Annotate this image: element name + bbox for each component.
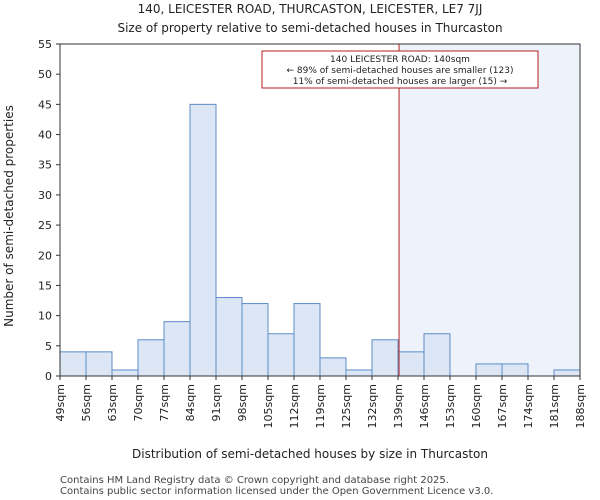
bar-91sqm (215, 297, 243, 377)
y-axis-label: Number of semi-detached properties (2, 105, 16, 327)
x-tick-label: 98sqm (236, 384, 249, 421)
chart-title: 140, LEICESTER ROAD, THURCASTON, LEICEST… (138, 2, 483, 16)
x-tick-label: 132sqm (366, 384, 379, 428)
x-tick-label: 160sqm (470, 384, 483, 428)
annotation-line-1: 140 LEICESTER ROAD: 140sqm (330, 55, 470, 65)
x-tick-label: 56sqm (80, 384, 93, 421)
footer-line-2: Contains public sector information licen… (60, 486, 493, 497)
x-tick-label: 125sqm (340, 384, 353, 428)
highlight-rect (399, 44, 580, 376)
y-tick-label: 5 (45, 340, 52, 353)
y-tick-label: 25 (38, 219, 52, 232)
larger-region-highlight (399, 44, 580, 376)
x-tick-label: 77sqm (158, 384, 171, 421)
bar-160sqm (475, 363, 503, 377)
x-tick-label: 139sqm (392, 384, 405, 428)
x-tick-label: 70sqm (132, 384, 145, 421)
x-tick-label: 63sqm (106, 384, 119, 421)
bar-119sqm (319, 357, 347, 377)
bar-112sqm (293, 303, 321, 377)
bar-84sqm (189, 103, 217, 377)
bar-146sqm (423, 333, 451, 377)
y-tick-label: 40 (38, 129, 52, 142)
bars (59, 103, 581, 377)
y-tick-label: 55 (38, 38, 52, 51)
y-ticks: 0 5 10 15 20 25 30 35 40 45 50 55 (38, 38, 60, 383)
x-tick-label: 91sqm (210, 384, 223, 421)
x-tick-label: 153sqm (444, 384, 457, 428)
bar-56sqm (85, 351, 113, 377)
y-tick-label: 50 (38, 68, 52, 81)
footer-line-1: Contains HM Land Registry data © Crown c… (60, 475, 449, 486)
bar-49sqm (59, 351, 87, 377)
bar-167sqm (501, 363, 529, 377)
x-tick-label: 188sqm (574, 384, 587, 428)
bar-98sqm (241, 303, 269, 377)
x-axis-label: Distribution of semi-detached houses by … (132, 447, 488, 461)
chart-subtitle: Size of property relative to semi-detach… (117, 21, 502, 35)
bar-105sqm (267, 333, 295, 377)
bar-181sqm (553, 369, 581, 377)
x-tick-label: 112sqm (288, 384, 301, 428)
bar-63sqm (111, 369, 139, 377)
x-ticks: 49sqm 56sqm 63sqm 70sqm 77sqm 84sqm 91sqm 98sqm… (54, 376, 587, 428)
bar-70sqm (137, 339, 165, 377)
annotation-line-3: 11% of semi-detached houses are larger (… (293, 77, 508, 87)
bar-139sqm (397, 351, 425, 377)
y-tick-label: 45 (38, 98, 52, 111)
x-tick-label: 84sqm (184, 384, 197, 421)
y-tick-label: 35 (38, 159, 52, 172)
annotation-box (261, 50, 539, 89)
x-tick-label: 181sqm (548, 384, 561, 428)
y-tick-label: 20 (38, 249, 52, 262)
bar-125sqm (345, 369, 373, 377)
x-tick-label: 167sqm (496, 384, 509, 428)
y-tick-label: 10 (38, 310, 52, 323)
y-tick-label: 15 (38, 279, 52, 292)
x-tick-label: 174sqm (522, 384, 535, 428)
y-tick-label: 30 (38, 189, 52, 202)
x-tick-label: 119sqm (314, 384, 327, 428)
y-tick-label: 0 (45, 370, 52, 383)
x-tick-label: 49sqm (54, 384, 67, 421)
x-tick-label: 146sqm (418, 384, 431, 428)
x-tick-label: 105sqm (262, 384, 275, 428)
bar-77sqm (163, 321, 191, 377)
bar-132sqm (371, 339, 399, 377)
annotation-line-2: ← 89% of semi-detached houses are smalle… (287, 66, 514, 76)
